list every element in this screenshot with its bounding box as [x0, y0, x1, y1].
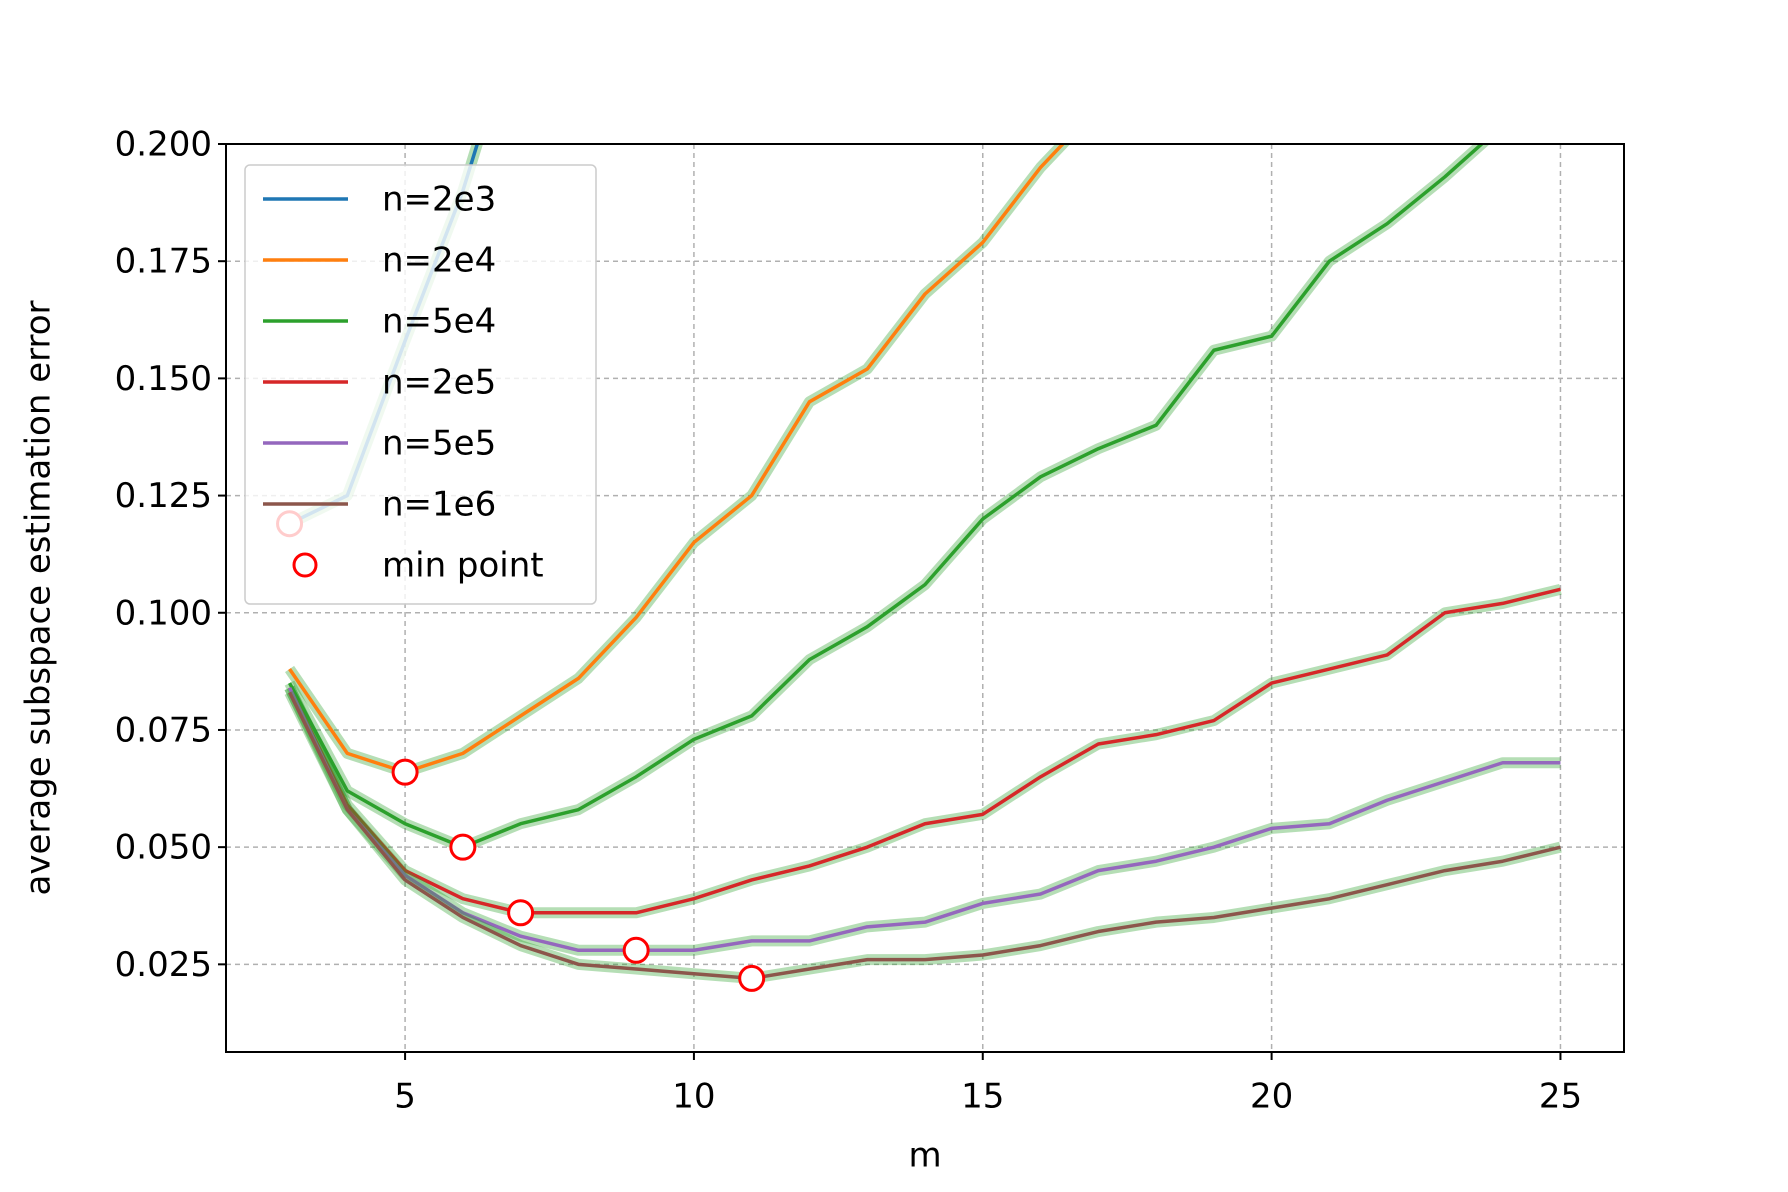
min-point-marker [391, 758, 419, 786]
legend-label: n=5e5 [382, 424, 496, 464]
legend-marker [292, 552, 318, 578]
line [287, 687, 1561, 953]
min-point-marker [449, 833, 477, 861]
axes-frame [225, 143, 1625, 1053]
y-tick-label: 0.125 [115, 476, 212, 516]
x-tick-label: 5 [394, 1077, 416, 1117]
legend-label: n=2e3 [382, 180, 496, 220]
line [288, 144, 1485, 849]
min-point-marker [738, 964, 766, 992]
legend-label: n=1e6 [382, 485, 496, 525]
y-tick-label: 0.200 [115, 125, 212, 165]
line [287, 691, 1561, 981]
y-tick-label: 0.025 [115, 945, 212, 985]
y-axis-label: average subspace estimation error [19, 300, 59, 895]
legend-label: n=2e4 [382, 241, 496, 281]
min-point-marker [507, 899, 535, 927]
min-point-marker [622, 936, 650, 964]
x-tick-label: 15 [961, 1077, 1004, 1117]
y-tick-label: 0.075 [115, 710, 212, 750]
y-tick-label: 0.050 [115, 828, 212, 868]
y-tick-label: 0.175 [115, 242, 212, 282]
legend-label: min point [382, 546, 544, 586]
x-tick-label: 10 [672, 1077, 715, 1117]
line-band [284, 583, 1562, 919]
legend: n=2e3 n=2e4 n=5e4 n=2e5 n=5e5 n=1e6 min point [244, 164, 597, 605]
legend-box [244, 164, 597, 605]
ticks: 5 10 15 20 25 0.025 0.050 0.075 0.100 0.125 0.150 0… [115, 125, 1582, 1117]
line [287, 587, 1561, 915]
plot-area [276, 144, 1562, 992]
x-axis-label: m [908, 1136, 941, 1176]
line [288, 144, 1066, 774]
y-tick-label: 0.100 [115, 593, 212, 633]
x-tick-label: 25 [1539, 1077, 1582, 1117]
x-tick-label: 20 [1250, 1077, 1293, 1117]
legend-label: n=5e4 [382, 302, 496, 342]
y-tick-label: 0.150 [115, 359, 212, 399]
legend-label: n=2e5 [382, 363, 496, 403]
